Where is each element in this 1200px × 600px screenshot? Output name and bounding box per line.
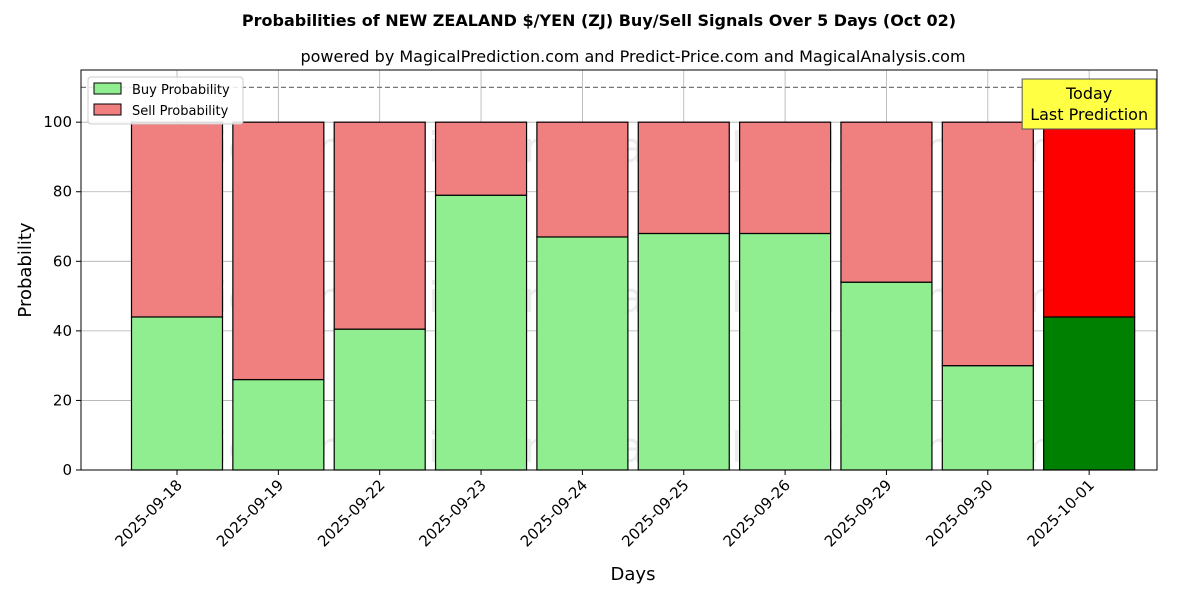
legend-label-sell: Sell Probability: [132, 104, 229, 119]
legend-box: [87, 76, 244, 125]
sell-bar: [941, 121, 1034, 367]
sell-bar: [232, 121, 325, 381]
buy-bar: [1043, 316, 1136, 471]
buy-bar: [434, 194, 528, 471]
y-axis-ticks: 0 20 40 60 80 100: [43, 113, 81, 479]
sell-bar: [637, 121, 730, 235]
legend: Buy Probability Sell Probability: [87, 76, 244, 125]
x-axis-label: Days: [611, 564, 656, 585]
buy-bar: [941, 365, 1034, 471]
sell-bar: [434, 121, 528, 196]
x-tick-label: 2025-09-29: [821, 476, 895, 550]
y-tick-label: 0: [62, 461, 72, 479]
x-tick-label: 2025-09-19: [213, 476, 287, 550]
buy-bar: [536, 236, 629, 471]
y-tick-label: 60: [53, 252, 72, 270]
buy-bar: [232, 378, 325, 471]
annotation-box: [1021, 78, 1157, 130]
x-tick-label: 2025-09-23: [415, 476, 489, 550]
sell-bar: [130, 121, 224, 318]
y-tick-label: 20: [53, 391, 72, 409]
buy-bar: [333, 328, 426, 471]
chart-title: Probabilities of NEW ZEALAND $/YEN (ZJ) …: [242, 11, 956, 30]
buy-bar: [738, 232, 832, 471]
sell-bar: [536, 121, 629, 238]
x-tick-label: 2025-09-30: [922, 476, 996, 550]
buy-bar: [130, 316, 224, 471]
annotation-text: Last Prediction: [1030, 105, 1148, 124]
buy-bar: [840, 281, 933, 471]
y-tick-label: 100: [43, 113, 72, 131]
legend-label-buy: Buy Probability: [132, 83, 230, 98]
x-tick-label: 2025-10-01: [1024, 476, 1098, 550]
annotation-text: Today: [1065, 84, 1112, 103]
sell-bar: [840, 121, 933, 283]
x-tick-label: 2025-09-24: [517, 476, 591, 550]
sell-bar: [738, 121, 832, 235]
today-annotation: Today Last Prediction: [1021, 78, 1157, 130]
plot-frame: [80, 69, 1158, 471]
x-tick-label: 2025-09-25: [618, 476, 692, 550]
y-tick-label: 40: [53, 322, 72, 340]
x-tick-label: 2025-09-26: [720, 476, 794, 550]
bars: [130, 121, 1136, 471]
chart-subtitle: powered by MagicalPrediction.com and Pre…: [300, 47, 965, 66]
legend-swatch-sell: [93, 103, 122, 116]
buy-bar: [637, 232, 730, 471]
x-tick-label: 2025-09-18: [111, 476, 185, 550]
x-tick-label: 2025-09-22: [314, 476, 388, 550]
y-tick-label: 80: [53, 183, 72, 201]
legend-swatch-buy: [93, 82, 122, 95]
y-axis-label: Probability: [15, 222, 36, 317]
sell-bar: [1043, 121, 1136, 318]
x-axis-ticks: 2025-09-18 2025-09-19 2025-09-22 2025-09-23…: [111, 470, 1098, 550]
sell-bar: [333, 121, 426, 330]
